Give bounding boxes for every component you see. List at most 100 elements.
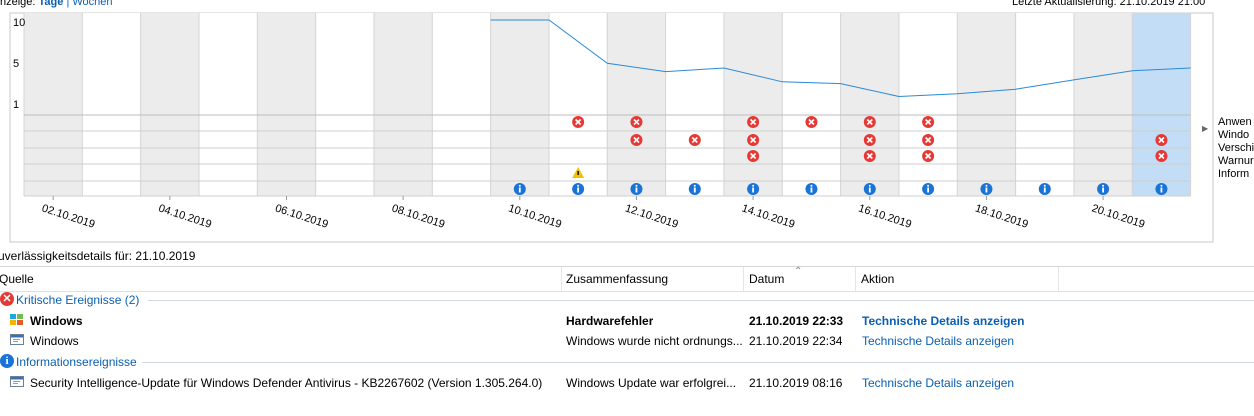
group-critical-events[interactable]: ✕ Kritische Ereignisse (2) [0,291,1254,309]
y-tick-label: 1 [13,99,19,111]
column-separator[interactable] [1058,267,1059,291]
day-column[interactable] [257,13,316,196]
critical-cross-mark [808,118,815,126]
critical-cross-mark [866,136,873,144]
day-column[interactable] [432,13,491,196]
critical-cross-mark [925,136,932,144]
table-header: Quelle Zusammenfassung Datum ⌃ Aktion [0,266,1254,292]
day-column[interactable] [82,13,141,196]
info-glyph [985,187,988,193]
group-information-events[interactable]: i Informationsereignisse [0,353,1254,371]
day-column[interactable] [723,13,783,196]
critical-cross-mark [750,118,757,126]
day-column[interactable] [665,13,724,196]
summary-cell: Windows Update war erfolgrei... [566,376,737,390]
critical-cross-mark [691,136,698,144]
sort-ascending-icon: ⌃ [794,266,803,277]
expand-arrow-icon[interactable]: ▶ [1202,124,1209,133]
chart-row-label: Anwen [1218,116,1252,128]
column-header-action[interactable]: Aktion [861,272,895,286]
info-glyph [752,187,755,193]
app-window-icon [10,376,24,387]
column-separator[interactable] [561,267,562,291]
critical-cross-mark [1158,136,1165,144]
table-row[interactable]: Windows Hardwarefehler 21.10.2019 22:33 … [0,311,1254,331]
info-glyph-dot [1102,184,1105,187]
technical-details-link[interactable]: Technische Details anzeigen [862,376,1015,390]
table-row[interactable]: Security Intelligence-Update für Windows… [0,373,1254,393]
day-column[interactable] [373,13,433,196]
info-glyph [868,187,871,193]
column-separator[interactable] [743,267,744,291]
day-column[interactable] [1073,13,1133,196]
critical-cross-mark [750,152,757,160]
critical-cross-mark [866,118,873,126]
table-row[interactable]: Windows Windows wurde nicht ordnungs... … [0,331,1254,351]
day-column[interactable] [24,13,83,196]
info-glyph-dot [1043,184,1046,187]
last-update-label: Letzte Aktualisierung: 21.10.2019 21:00 [1012,0,1206,8]
info-glyph-dot [810,184,813,187]
info-glyph-dot [635,184,638,187]
view-days-link[interactable]: Tage [38,0,64,8]
technical-details-link[interactable]: Technische Details anzeigen [862,334,1015,348]
column-header-date[interactable]: Datum [749,272,785,286]
view-toggle: nzeige: Tage | Wochen [0,0,113,9]
technical-details-link[interactable]: Technische Details anzeigen [862,314,1025,328]
day-column[interactable] [957,13,1016,196]
critical-cross-mark [1158,152,1165,160]
group-label: Informationsereignisse [16,355,137,369]
info-glyph-dot [577,184,580,187]
info-glyph-dot [927,184,930,187]
day-column[interactable] [898,13,958,196]
day-column[interactable] [782,13,841,196]
view-weeks-link[interactable]: Wochen [72,0,113,8]
chart-row-label: Windo [1218,129,1250,141]
critical-cross-mark [925,118,932,126]
day-column[interactable] [548,13,608,196]
summary-cell: Windows wurde nicht ordnungs... [566,334,742,348]
day-column[interactable] [1015,13,1074,196]
day-column[interactable] [840,13,899,196]
critical-icon: ✕ [0,292,14,306]
day-column[interactable] [490,13,549,196]
info-glyph-dot [868,184,871,187]
info-glyph [927,187,930,193]
group-label: Kritische Ereignisse (2) [16,293,140,307]
critical-cross-mark [866,152,873,160]
chart-row-label: Warnur [1218,155,1254,167]
day-column[interactable] [198,13,258,196]
date-cell: 21.10.2019 22:34 [749,334,843,348]
column-header-summary[interactable]: Zusammenfassung [566,272,669,286]
info-glyph [810,187,813,193]
app-window-icon [10,334,24,345]
chart-row-label: Inform [1218,168,1250,180]
column-header-source[interactable]: Quelle [0,272,34,286]
info-glyph [518,187,521,193]
date-cell: 21.10.2019 22:33 [749,314,844,328]
critical-cross-mark [750,136,757,144]
windows-update-icon [10,314,23,325]
selected-day-column[interactable] [1132,13,1191,196]
day-column[interactable] [315,13,374,196]
critical-cross-mark [925,152,932,160]
warning-glyph [577,171,579,175]
details-title: uverlässigkeitsdetails für: 21.10.2019 [0,249,196,263]
day-column[interactable] [140,13,199,196]
group-divider [148,300,1254,301]
info-glyph-dot [518,184,521,187]
column-separator[interactable] [855,267,856,291]
chart-row-label: Verschi [1218,142,1254,154]
info-glyph-dot [752,184,755,187]
info-glyph-dot [1160,184,1163,187]
info-glyph [577,187,580,193]
view-separator: | [63,0,73,8]
info-glyph [635,187,638,193]
info-icon: i [0,354,14,368]
info-glyph-dot [693,184,696,187]
view-prefix: nzeige: [0,0,39,8]
day-column[interactable] [607,13,666,196]
group-divider [142,362,1254,363]
info-glyph [1043,187,1046,193]
